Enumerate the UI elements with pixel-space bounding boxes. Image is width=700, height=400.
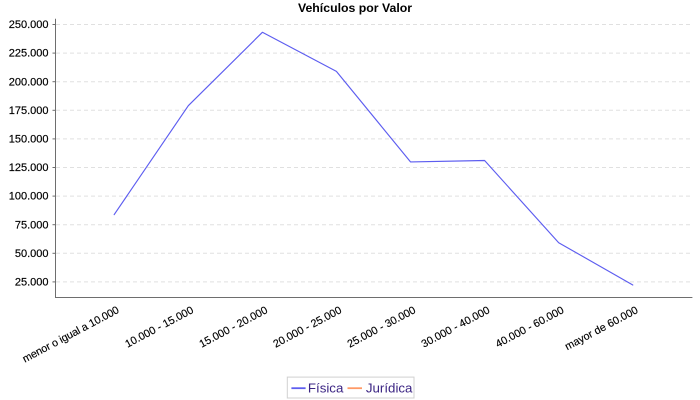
svg-text:75.000: 75.000	[15, 219, 49, 231]
svg-text:Vehículos por Valor: Vehículos por Valor	[298, 1, 412, 15]
svg-text:150.000: 150.000	[9, 134, 49, 146]
svg-text:50.000: 50.000	[15, 248, 49, 260]
svg-text:125.000: 125.000	[9, 162, 49, 174]
svg-text:200.000: 200.000	[9, 76, 49, 88]
svg-text:175.000: 175.000	[9, 105, 49, 117]
svg-text:225.000: 225.000	[9, 48, 49, 60]
svg-text:100.000: 100.000	[9, 191, 49, 203]
svg-text:25.000: 25.000	[15, 277, 49, 289]
svg-text:Física: Física	[308, 380, 344, 395]
svg-text:250.000: 250.000	[9, 19, 49, 31]
svg-text:Jurídica: Jurídica	[366, 380, 413, 395]
